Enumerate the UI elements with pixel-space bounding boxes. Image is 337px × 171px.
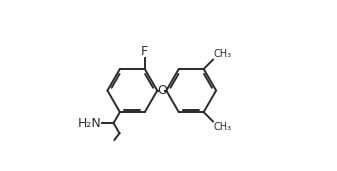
Text: H₂N: H₂N bbox=[78, 116, 101, 130]
Text: O: O bbox=[157, 84, 167, 97]
Text: F: F bbox=[141, 45, 148, 58]
Text: CH₃: CH₃ bbox=[213, 49, 232, 59]
Text: CH₃: CH₃ bbox=[213, 122, 232, 132]
